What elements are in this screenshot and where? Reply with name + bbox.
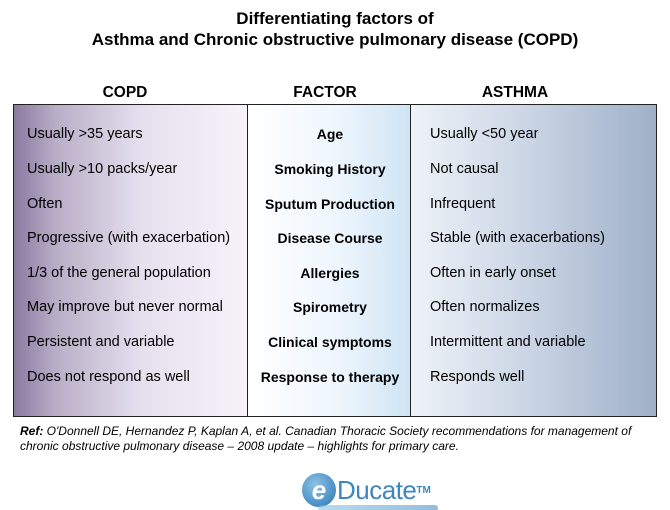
logo-underline-decoration [318,505,438,510]
educate-logo: e Ducate TM [302,473,431,507]
factor-cell: Response to therapy [260,369,400,385]
factor-cell: Spirometry [293,299,367,315]
factor-cell: Sputum Production [265,196,395,212]
factor-cell: Smoking History [274,161,386,177]
reference-label: Ref: [20,424,44,438]
factor-column-panel [247,105,411,416]
title-line-2: Asthma and Chronic obstructive pulmonary… [91,30,579,49]
reference-note: Ref: O'Donnell DE, Hernandez P, Kaplan A… [20,424,640,454]
title-line-1: Differentiating factors of [236,9,434,28]
factor-cell: Age [316,126,344,142]
logo-e-icon: e [302,473,336,507]
copd-cell: Usually >35 years [27,126,143,142]
asthma-column-panel [411,105,656,416]
reference-text: O'Donnell DE, Hernandez P, Kaplan A, et … [20,424,632,453]
header-asthma: ASTHMA [481,84,549,101]
factor-cell: Allergies [300,265,360,281]
asthma-cell: Often in early onset [430,265,556,281]
asthma-cell: Not causal [430,161,499,177]
copd-column-panel [14,105,247,416]
copd-cell: May improve but never normal [27,299,223,315]
copd-cell: Progressive (with exacerbation) [27,230,231,246]
copd-cell: Usually >10 packs/year [27,161,178,177]
asthma-cell: Usually <50 year [430,126,539,142]
logo-text: Ducate [337,474,417,505]
asthma-cell: Infrequent [430,196,496,212]
asthma-cell: Intermittent and variable [430,334,586,350]
copd-cell: Does not respond as well [27,369,190,385]
asthma-cell: Responds well [430,369,525,385]
header-factor: FACTOR [293,84,357,101]
copd-cell: Often [27,196,63,212]
comparison-table: Usually >35 years Age Usually <50 year Usua… [13,104,657,417]
copd-cell: Persistent and variable [27,334,175,350]
factor-cell: Disease Course [277,230,383,246]
header-copd: COPD [102,84,148,101]
logo-trademark: TM [416,484,431,496]
copd-cell: 1/3 of the general population [27,265,211,281]
asthma-cell: Often normalizes [430,299,540,315]
factor-cell: Clinical symptoms [268,334,392,350]
asthma-cell: Stable (with exacerbations) [430,230,605,246]
